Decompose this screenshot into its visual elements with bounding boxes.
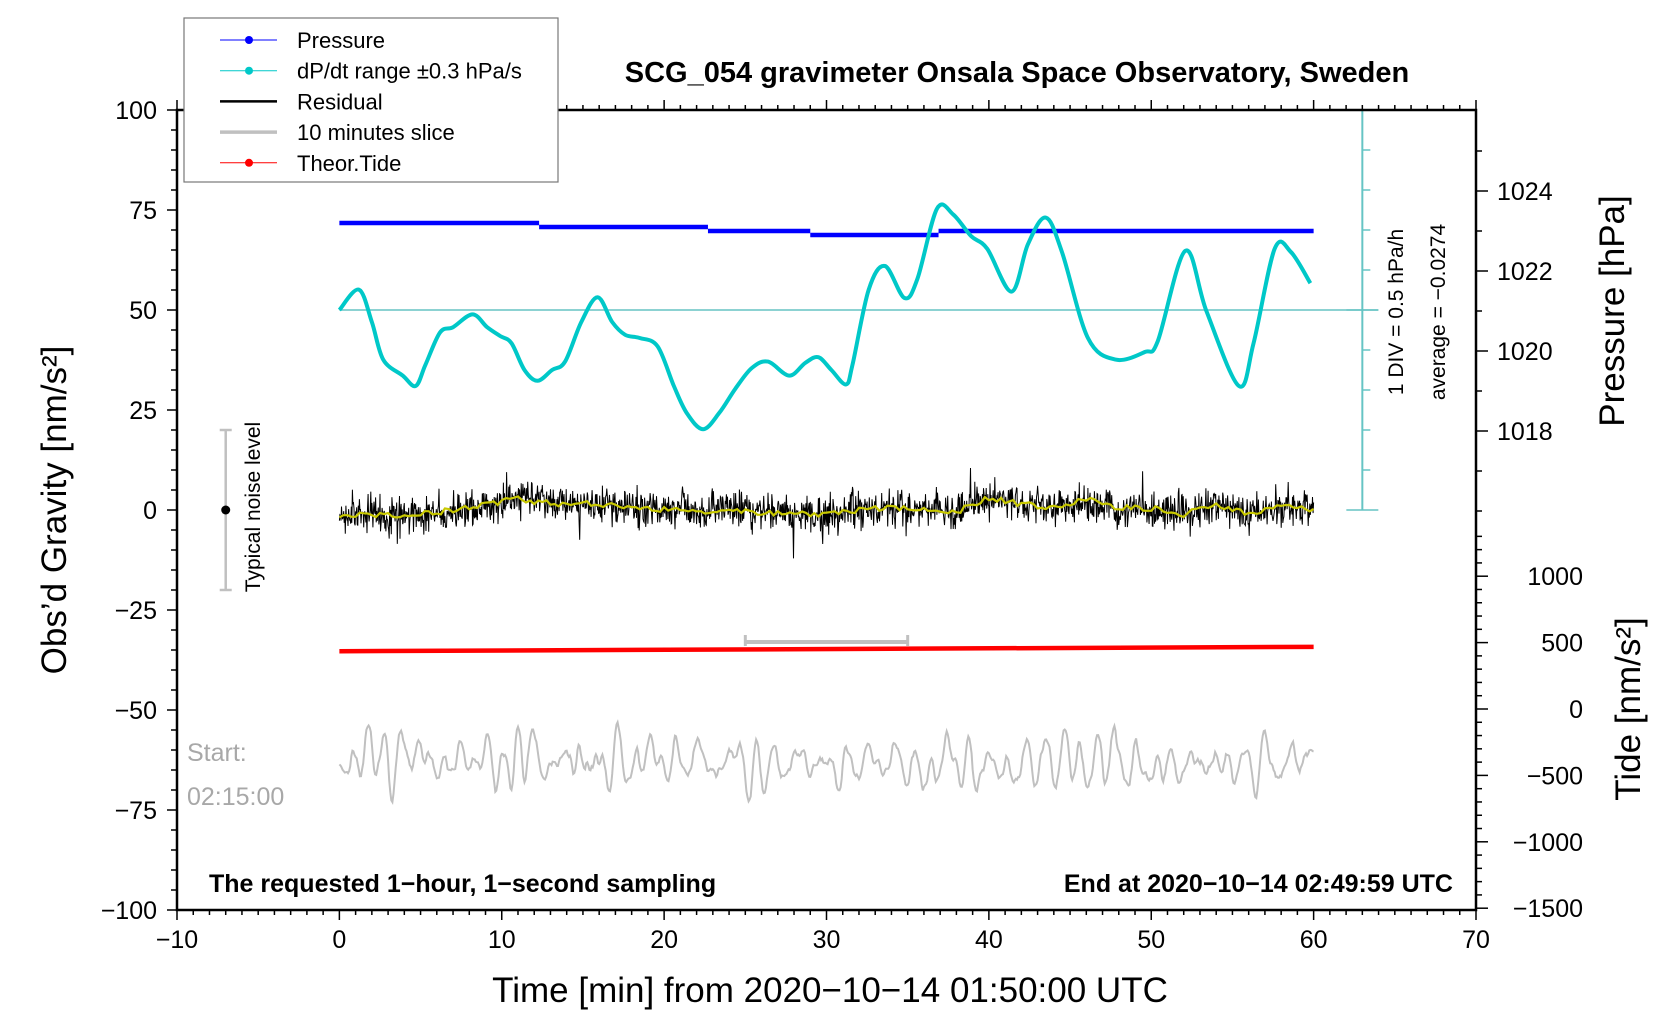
y-tick-label-left: 25: [129, 397, 157, 425]
legend-marker: [245, 158, 253, 167]
y-tick-label-left: −100: [101, 897, 157, 925]
y-tick-label-left: −50: [115, 697, 157, 725]
x-tick-label: 30: [813, 926, 841, 954]
y-tick-label-pressure: 1020: [1497, 338, 1553, 366]
legend-box: [183, 17, 559, 183]
x-tick-label: 0: [332, 926, 346, 954]
noise-level-label: Typical noise level: [242, 422, 265, 592]
y-tick-label-tide: 0: [1569, 696, 1583, 724]
legend-marker: [245, 66, 253, 75]
y-tick-label-pressure: 1018: [1497, 418, 1553, 446]
slice-line: [338, 719, 1314, 806]
start-time: 02:15:00: [187, 783, 284, 811]
legend-label: Pressure: [297, 28, 385, 53]
y-tick-label-tide: 1000: [1527, 563, 1583, 591]
tide-line: [339, 644, 1314, 654]
legend-label: 10 minutes slice: [297, 120, 455, 145]
x-tick-label: 70: [1462, 926, 1490, 954]
y-tick-label-pressure: 1022: [1497, 258, 1553, 286]
x-tick-label: −10: [156, 926, 198, 954]
legend-label: Theor.Tide: [297, 151, 401, 176]
y-tick-label-tide: −1000: [1513, 829, 1583, 857]
end-time-note: End at 2020−10−14 02:49:59 UTC: [1064, 870, 1453, 898]
x-tick-label: 60: [1300, 926, 1328, 954]
y-tick-label-left: −75: [115, 797, 157, 825]
y-tick-label-left: 100: [115, 97, 157, 125]
sampling-note: The requested 1−hour, 1−second sampling: [209, 870, 716, 898]
y-tick-label-tide: −500: [1527, 762, 1583, 790]
residual-line: [338, 467, 1315, 559]
y-tick-label-left: 50: [129, 297, 157, 325]
noise-bar-dot: [221, 505, 231, 515]
x-tick-label: 10: [488, 926, 516, 954]
y-tick-label-pressure: 1024: [1497, 178, 1553, 206]
chart-title: SCG_054 gravimeter Onsala Space Observat…: [625, 57, 1409, 89]
legend-marker: [245, 36, 253, 44]
plot-frame: [175, 108, 1478, 912]
legend-label: dP/dt range ±0.3 hPa/s: [297, 59, 522, 84]
legend-items: Pressure dP/dt range ±0.3 hPa/s Residual 10…: [220, 28, 522, 176]
x-tick-label: 50: [1137, 926, 1165, 954]
y-axis-label-left: Obs’d Gravity [nm/s²]: [35, 346, 74, 675]
y-tick-label-tide: 500: [1541, 630, 1583, 658]
legend-label: Residual: [297, 89, 383, 114]
dpdt-div-label: 1 DIV = 0.5 hPa/h: [1385, 229, 1408, 395]
y-tick-label-left: 0: [143, 497, 157, 525]
dpdt-line: [337, 202, 1313, 432]
x-tick-label: 20: [650, 926, 678, 954]
y-tick-label-tide: −1500: [1513, 895, 1583, 923]
start-label: Start:: [187, 739, 247, 767]
dpdt-average-label: average = −0.0274: [1427, 224, 1450, 401]
y-tick-label-left: −25: [115, 597, 157, 625]
legend: Pressure dP/dt range ±0.3 hPa/s Residual 10…: [183, 17, 559, 183]
y-axis-label-pressure: Pressure [hPa]: [1593, 195, 1632, 427]
x-axis-label: Time [min] from 2020−10−14 01:50:00 UTC: [492, 971, 1168, 1010]
residual-smoothed-line: [338, 495, 1315, 519]
plot-marks: [219, 109, 1379, 806]
y-axis-label-tide: Tide [nm/s²]: [1609, 617, 1648, 800]
x-tick-label: 40: [975, 926, 1003, 954]
y-tick-label-left: 75: [129, 197, 157, 225]
